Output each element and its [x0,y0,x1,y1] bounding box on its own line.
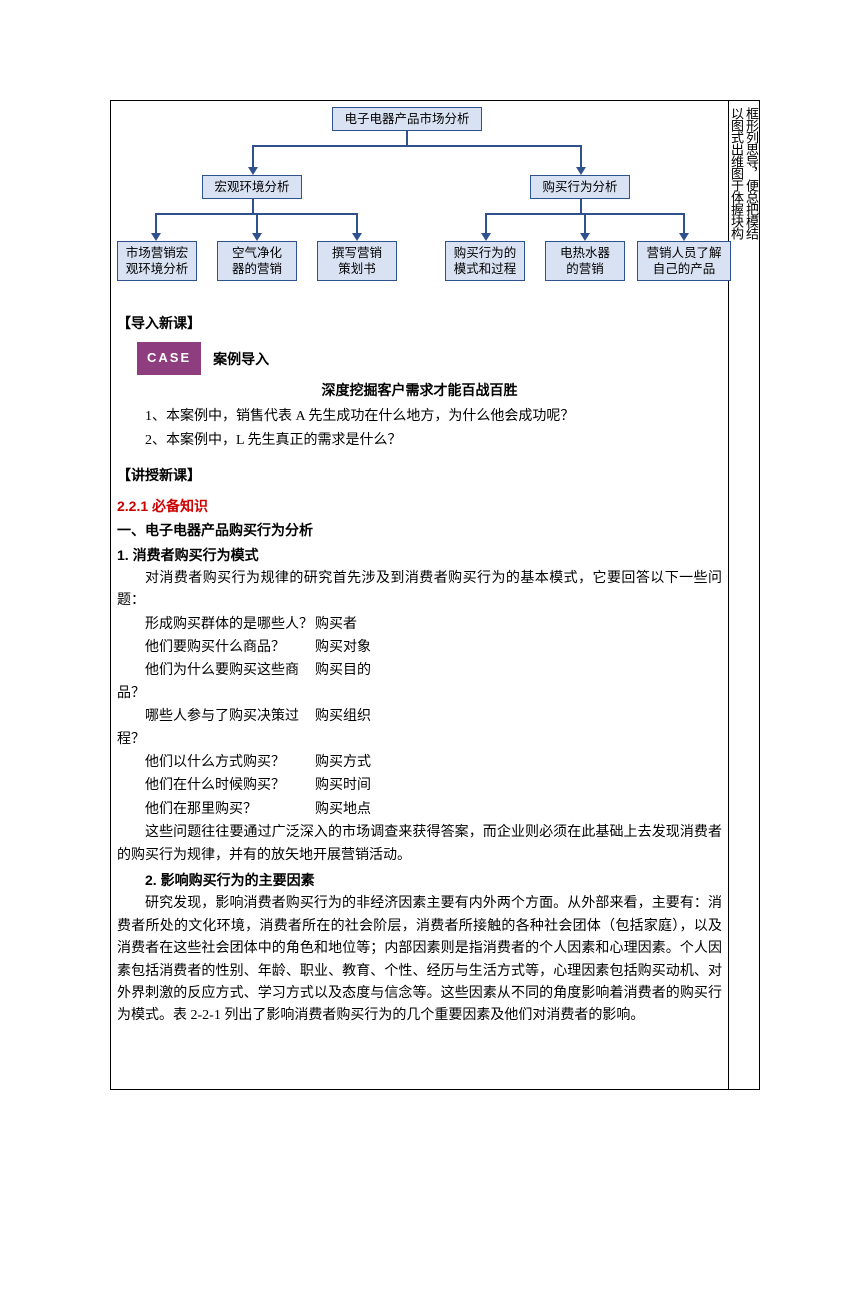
fc-arrow [576,167,586,175]
h1: 一、电子电器产品购买行为分析 [117,519,722,541]
fc-line [485,215,487,235]
fc-arrow [352,233,362,241]
qa-answer: 购买方式 [315,752,371,774]
fc-line [252,145,582,147]
qa-question: 他们在那里购买？ [117,799,315,821]
fc-root-label: 电子电器产品市场分析 [344,111,469,127]
fc-leaf-label: 空气净化 器的营销 [232,245,282,278]
fc-mid-right-label: 购买行为分析 [542,179,617,195]
fc-arrow [679,233,689,241]
page-frame: 电子电器产品市场分析 宏观环境分析 购买行为分析 [110,100,760,1090]
intro-heading: 【导入新课】 [117,314,722,336]
qa-question: 他们要购买什么商品？ [117,637,315,659]
qa-question: 他们为什么要购买这些商品？ [117,660,315,705]
h2-1: 1. 消费者购买行为模式 [117,544,722,566]
p2: 这些问题往往要通过广泛深入的市场调查来获得答案，而企业则必须在此基础上去发现消费… [117,822,722,867]
fc-leaf-label: 购买行为的 模式和过程 [454,245,517,278]
fc-arrow [580,233,590,241]
qa-answer: 购买组织 [315,706,371,751]
qa-question: 哪些人参与了购买决策过程？ [117,706,315,751]
qa-question: 形成购买群体的是哪些人？ [117,614,315,636]
qa-answer: 购买地点 [315,799,371,821]
fc-arrow [252,233,262,241]
qa-question: 他们在什么时候购买？ [117,775,315,797]
qa-row: 哪些人参与了购买决策过程？购买组织 [117,706,722,751]
p3: 研究发现，影响消费者购买行为的非经济因素主要有内外两个方面。从外部来看，主要有：… [117,893,722,1027]
h2-2: 2. 影响购买行为的主要因素 [117,869,722,891]
fc-leaf: 电热水器 的营销 [545,241,625,281]
qa-row: 他们在那里购买？购买地点 [117,799,722,821]
qa-answer: 购买时间 [315,775,371,797]
fc-root: 电子电器产品市场分析 [332,107,482,131]
p1: 对消费者购买行为规律的研究首先涉及到消费者购买行为的基本模式，它要回答以下一些问… [117,568,722,613]
qa-question: 他们以什么方式购买？ [117,752,315,774]
case-badge-label: 案例导入 [213,348,269,370]
fc-mid-left: 宏观环境分析 [202,175,302,199]
fc-line [356,215,358,235]
qa-answer: 购买者 [315,614,357,636]
side-text-b: 框形列思导，便总把模结 [744,107,759,1089]
red-heading: 2.2.1 必备知识 [117,495,722,517]
fc-leaf-label: 撰写营销 策划书 [332,245,382,278]
fc-leaf: 空气净化 器的营销 [217,241,297,281]
fc-arrow [481,233,491,241]
fc-mid-left-label: 宏观环境分析 [214,179,289,195]
fc-leaf: 购买行为的 模式和过程 [445,241,525,281]
side-text-a: 以图式出维图于体握块构 [729,107,744,1089]
fc-line [155,215,157,235]
fc-leaf-label: 营销人员了解 自己的产品 [646,245,721,278]
flowchart: 电子电器产品市场分析 宏观环境分析 购买行为分析 [117,105,722,300]
fc-arrow [248,167,258,175]
fc-line [252,199,254,213]
fc-leaf: 撰写营销 策划书 [317,241,397,281]
fc-line [580,147,582,169]
fc-leaf-label: 市场营销宏 观环境分析 [126,245,189,278]
main-column: 电子电器产品市场分析 宏观环境分析 购买行为分析 [111,101,729,1089]
side-column: 以图式出维图于体握块构 框形列思导，便总把模结 [729,101,759,1089]
fc-line [584,215,586,235]
case-row: CASE 案例导入 [117,342,722,375]
qa-list: 形成购买群体的是哪些人？购买者他们要购买什么商品？购买对象他们为什么要购买这些商… [117,614,722,822]
fc-leaf: 营销人员了解 自己的产品 [637,241,731,281]
fc-line [256,215,258,235]
qa-row: 形成购买群体的是哪些人？购买者 [117,614,722,636]
case-badge: CASE [137,342,201,375]
qa-row: 他们要购买什么商品？购买对象 [117,637,722,659]
qa-answer: 购买目的 [315,660,371,705]
case-q2: 2、本案例中，L 先生真正的需求是什么？ [117,430,722,452]
qa-row: 他们为什么要购买这些商品？购买目的 [117,660,722,705]
fc-mid-right: 购买行为分析 [530,175,630,199]
fc-line [683,215,685,235]
fc-arrow [151,233,161,241]
fc-line [406,131,408,145]
fc-line [580,199,582,213]
fc-line [252,147,254,169]
fc-leaf-label: 电热水器 的营销 [560,245,610,278]
fc-leaf: 市场营销宏 观环境分析 [117,241,197,281]
qa-row: 他们在什么时候购买？购买时间 [117,775,722,797]
qa-row: 他们以什么方式购买？购买方式 [117,752,722,774]
case-title: 深度挖掘客户需求才能百战百胜 [117,379,722,401]
qa-answer: 购买对象 [315,637,371,659]
case-q1: 1、本案例中，销售代表 A 先生成功在什么地方，为什么他会成功呢？ [117,406,722,428]
lecture-heading: 【讲授新课】 [117,466,722,488]
